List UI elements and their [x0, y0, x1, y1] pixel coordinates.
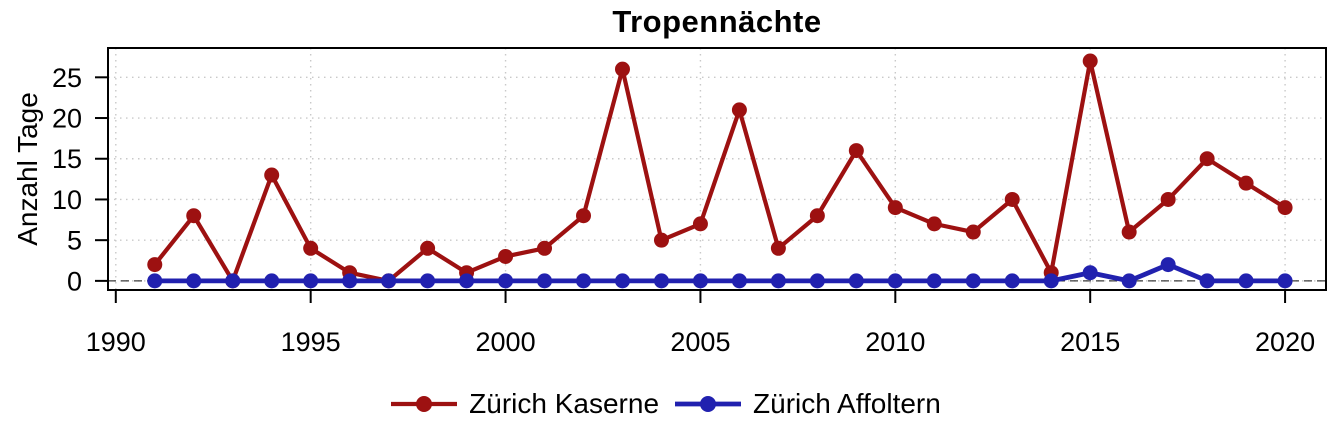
- data-point-affoltern: [1121, 273, 1137, 289]
- data-point-kaserne: [965, 224, 981, 240]
- x-tick-label: 2000: [476, 327, 536, 357]
- data-point-kaserne: [1121, 224, 1137, 240]
- series-line-kaserne: [153, 58, 1287, 283]
- legend-key-affoltern-icon: [675, 396, 742, 412]
- data-point-kaserne: [848, 143, 864, 159]
- legend-item-kaserne: Zürich Kaserne: [391, 388, 659, 420]
- x-tick-label: 2005: [670, 327, 730, 357]
- data-point-affoltern: [926, 273, 942, 289]
- data-point-kaserne: [731, 102, 747, 118]
- data-point-kaserne: [498, 248, 514, 264]
- series-line-affoltern: [154, 262, 1286, 284]
- data-point-affoltern: [848, 273, 864, 289]
- data-point-kaserne: [1160, 191, 1176, 207]
- data-point-kaserne: [264, 167, 280, 183]
- legend-label-kaserne: Zürich Kaserne: [469, 388, 660, 419]
- data-point-affoltern: [692, 273, 708, 289]
- data-point-affoltern: [381, 273, 397, 289]
- y-tick-label: 20: [52, 104, 82, 134]
- data-point-kaserne: [1277, 200, 1293, 216]
- legend: Zürich Kaserne Zürich Affoltern: [0, 388, 1332, 420]
- legend-label-affoltern: Zürich Affoltern: [753, 388, 941, 419]
- data-point-affoltern: [731, 273, 747, 289]
- data-point-kaserne: [1199, 151, 1215, 167]
- data-point-affoltern: [770, 273, 786, 289]
- data-point-affoltern: [1199, 273, 1215, 289]
- data-point-affoltern: [887, 273, 903, 289]
- x-tick-label: 1990: [86, 327, 146, 357]
- data-point-kaserne: [1238, 175, 1254, 191]
- data-point-kaserne: [887, 200, 903, 216]
- data-point-affoltern: [1082, 265, 1098, 281]
- data-point-affoltern: [147, 273, 163, 289]
- data-point-affoltern: [498, 273, 514, 289]
- data-point-kaserne: [576, 208, 592, 224]
- y-tick-label: 10: [52, 185, 82, 215]
- y-tick-label: 25: [52, 63, 82, 93]
- y-tick-label: 0: [67, 266, 82, 296]
- data-point-kaserne: [692, 216, 708, 232]
- data-point-affoltern: [1043, 273, 1059, 289]
- legend-item-affoltern: Zürich Affoltern: [675, 388, 941, 420]
- plot-border: [107, 47, 1327, 291]
- data-point-kaserne: [653, 232, 669, 248]
- data-point-kaserne: [186, 208, 202, 224]
- data-point-kaserne: [147, 257, 163, 273]
- data-point-kaserne: [1004, 191, 1020, 207]
- data-point-affoltern: [614, 273, 630, 289]
- data-point-affoltern: [965, 273, 981, 289]
- data-point-kaserne: [303, 240, 319, 256]
- data-point-affoltern: [1238, 273, 1254, 289]
- x-tick-label: 1995: [281, 327, 341, 357]
- data-point-affoltern: [225, 273, 241, 289]
- data-point-kaserne: [1082, 53, 1098, 69]
- data-point-affoltern: [342, 273, 358, 289]
- chart-title: Tropennächte: [612, 4, 822, 39]
- y-tick-label: 15: [52, 144, 82, 174]
- data-point-affoltern: [1004, 273, 1020, 289]
- data-point-affoltern: [264, 273, 280, 289]
- data-point-affoltern: [537, 273, 553, 289]
- data-point-affoltern: [1160, 257, 1176, 273]
- legend-key-kaserne-icon: [391, 396, 458, 412]
- data-point-affoltern: [186, 273, 202, 289]
- data-point-affoltern: [1277, 273, 1293, 289]
- data-point-affoltern: [576, 273, 592, 289]
- data-point-affoltern: [303, 273, 319, 289]
- data-point-kaserne: [809, 208, 825, 224]
- data-point-affoltern: [420, 273, 436, 289]
- data-point-affoltern: [653, 273, 669, 289]
- data-point-kaserne: [926, 216, 942, 232]
- x-tick-label: 2010: [865, 327, 925, 357]
- x-tick-label: 2020: [1255, 327, 1315, 357]
- data-point-kaserne: [770, 240, 786, 256]
- x-tick-label: 2015: [1060, 327, 1120, 357]
- data-point-kaserne: [420, 240, 436, 256]
- data-point-affoltern: [459, 273, 475, 289]
- y-tick-label: 5: [67, 226, 82, 256]
- data-point-kaserne: [537, 240, 553, 256]
- data-point-kaserne: [614, 61, 630, 77]
- data-point-affoltern: [809, 273, 825, 289]
